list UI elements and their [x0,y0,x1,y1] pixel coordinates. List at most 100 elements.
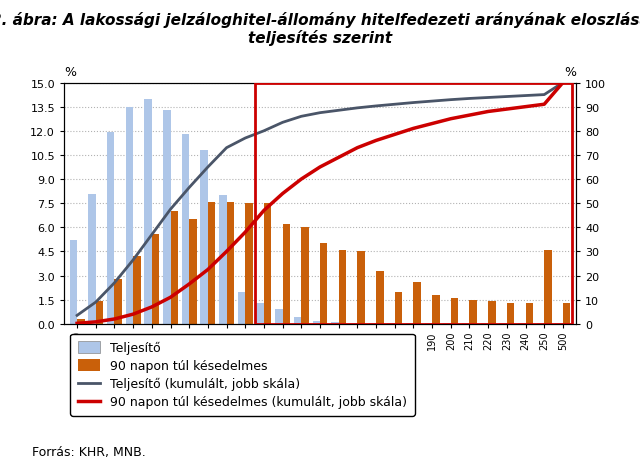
90 napon túl késedelmes (kumulált, jobb skála) [241,230,249,235]
Teljesítő (kumulált, jobb skála) [410,100,417,106]
90 napon túl késedelmes (kumulált, jobb skála) [260,208,268,214]
Teljesítő (kumulált, jobb skála) [503,94,511,100]
Teljesítő (kumulált, jobb skála) [559,81,567,86]
Bar [283,225,290,324]
Bar [170,212,178,324]
90 napon túl késedelmes (kumulált, jobb skála) [522,105,529,110]
Bar [518,323,525,324]
90 napon túl késedelmes (kumulált, jobb skála) [503,107,511,113]
Bar [376,271,383,324]
Bar [537,323,544,324]
Bar [264,204,271,324]
Bar [115,279,122,324]
Bar [294,318,301,324]
90 napon túl késedelmes (kumulált, jobb skála) [447,117,454,122]
Bar [189,220,196,324]
90 napon túl késedelmes (kumulált, jobb skála) [410,126,417,132]
Bar [125,107,133,324]
90 napon túl késedelmes (kumulált, jobb skála) [204,267,212,273]
Bar [208,202,215,324]
Bar [320,244,328,324]
Bar [77,319,84,324]
Bar [369,323,376,324]
Bar [332,323,339,324]
Teljesítő (kumulált, jobb skála) [466,96,474,102]
Teljesítő (kumulált, jobb skála) [353,106,361,112]
Bar [525,303,533,324]
90 napon túl késedelmes (kumulált, jobb skála) [279,191,287,197]
Bar [556,323,563,324]
90 napon túl késedelmes (kumulált, jobb skála) [111,317,118,322]
Bar [275,310,283,324]
Bar [312,321,320,324]
Teljesítő (kumulált, jobb skála) [241,136,249,142]
Teljesítő (kumulált, jobb skála) [129,257,137,263]
Bar [182,135,189,324]
Bar [219,196,227,324]
Bar [88,194,96,324]
Teljesítő (kumulált, jobb skála) [298,114,305,120]
Text: Forrás: KHR, MNB.: Forrás: KHR, MNB. [32,445,146,458]
Line: Teljesítő (kumulált, jobb skála): Teljesítő (kumulált, jobb skála) [77,83,563,316]
Bar [96,301,103,324]
Bar [357,252,365,324]
X-axis label: Hitelfedezeti arány (HFM) (%): Hitelfedezeti arány (HFM) (%) [227,355,413,368]
Bar [163,111,170,324]
Teljesítő (kumulált, jobb skála) [540,93,548,98]
90 napon túl késedelmes (kumulált, jobb skála) [148,305,156,310]
Teljesítő (kumulált, jobb skála) [111,281,118,286]
Bar [133,257,141,324]
Bar [339,250,346,324]
Line: 90 napon túl késedelmes (kumulált, jobb skála): 90 napon túl késedelmes (kumulált, jobb … [77,83,563,324]
90 napon túl késedelmes (kumulált, jobb skála) [391,132,399,138]
90 napon túl késedelmes (kumulált, jobb skála) [298,177,305,182]
Bar [425,323,432,324]
Bar [432,295,440,324]
Bar [563,303,570,324]
Teljesítő (kumulált, jobb skála) [92,300,100,305]
Bar [544,250,552,324]
Teljesítő (kumulált, jobb skála) [204,165,212,170]
Teljesítő (kumulált, jobb skála) [428,99,436,105]
90 napon túl késedelmes (kumulált, jobb skála) [353,145,361,151]
Bar [488,301,495,324]
Bar [462,323,470,324]
Bar [107,133,115,324]
90 napon túl késedelmes (kumulált, jobb skála) [559,81,567,86]
Teljesítő (kumulált, jobb skála) [372,104,380,109]
Text: %: % [64,66,76,79]
90 napon túl késedelmes (kumulált, jobb skála) [466,113,474,119]
90 napon túl késedelmes (kumulált, jobb skála) [484,109,492,115]
Bar [507,303,515,324]
Teljesítő (kumulált, jobb skála) [316,111,324,116]
Bar [200,151,208,324]
Teljesítő (kumulált, jobb skála) [148,232,156,238]
Bar [470,300,477,324]
Bar [499,323,507,324]
Teljesítő (kumulált, jobb skála) [522,94,529,99]
Teljesítő (kumulált, jobb skála) [166,207,174,213]
90 napon túl késedelmes (kumulált, jobb skála) [129,312,137,317]
Bar [444,323,451,324]
Teljesítő (kumulált, jobb skála) [447,98,454,103]
90 napon túl késedelmes (kumulált, jobb skála) [73,321,81,326]
Teljesítő (kumulált, jobb skála) [484,95,492,101]
90 napon túl késedelmes (kumulált, jobb skála) [540,102,548,108]
90 napon túl késedelmes (kumulált, jobb skála) [372,138,380,144]
Bar [227,202,234,324]
Bar [451,299,458,324]
Teljesítő (kumulált, jobb skála) [260,129,268,134]
Bar [406,323,413,324]
90 napon túl késedelmes (kumulált, jobb skála) [335,155,342,161]
Bar [387,323,395,324]
Text: 2. ábra: A lakossági jelzáloghitel-állomány hitelfedezeti arányának eloszlása: 2. ábra: A lakossági jelzáloghitel-állom… [0,12,640,27]
Text: %: % [564,66,576,79]
Teljesítő (kumulált, jobb skála) [335,108,342,114]
90 napon túl késedelmes (kumulált, jobb skála) [316,165,324,170]
Legend: Teljesítő, 90 napon túl késedelmes, Teljesítő (kumulált, jobb skála), 90 napon t: Teljesítő, 90 napon túl késedelmes, Telj… [70,334,415,416]
90 napon túl késedelmes (kumulált, jobb skála) [186,282,193,287]
Teljesítő (kumulált, jobb skála) [186,185,193,191]
90 napon túl késedelmes (kumulált, jobb skála) [92,319,100,325]
Bar [481,323,488,324]
Text: teljesítés szerint: teljesítés szerint [248,30,392,46]
